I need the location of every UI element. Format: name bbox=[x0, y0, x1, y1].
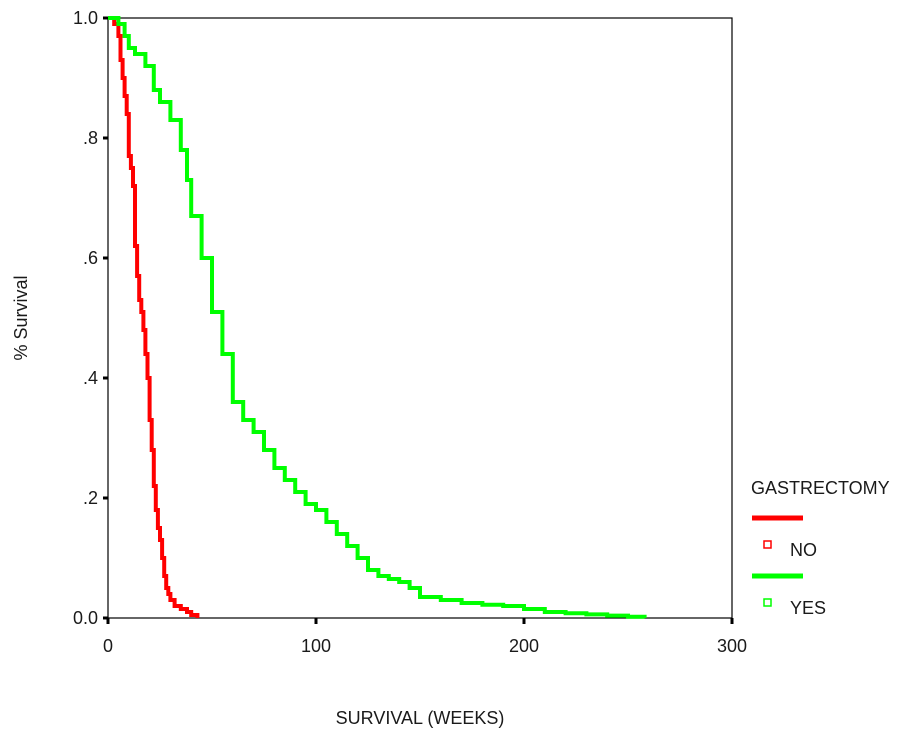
series-line-no bbox=[108, 16, 200, 618]
legend: GASTRECTOMY NO YES bbox=[751, 478, 890, 618]
x-tick-label: 100 bbox=[301, 636, 331, 656]
legend-marker-yes bbox=[763, 598, 772, 607]
series-line-yes bbox=[108, 16, 647, 619]
y-tick-label: .4 bbox=[83, 368, 98, 388]
x-tick-label: 300 bbox=[717, 636, 747, 656]
y-tick-label: 0.0 bbox=[73, 608, 98, 628]
y-tick-label: .8 bbox=[83, 128, 98, 148]
y-tick-label: 1.0 bbox=[73, 8, 98, 28]
y-tick-label: .6 bbox=[83, 248, 98, 268]
x-axis-label: SURVIVAL (WEEKS) bbox=[336, 708, 505, 728]
x-tick-label: 200 bbox=[509, 636, 539, 656]
y-tick-label: .2 bbox=[83, 488, 98, 508]
legend-title: GASTRECTOMY bbox=[751, 478, 890, 498]
legend-marker-no bbox=[763, 540, 772, 549]
axis-ticks: 0 100 200 300 0.0 .2 .4 .6 .8 1.0 bbox=[73, 8, 747, 656]
legend-label-no: NO bbox=[790, 540, 817, 560]
plot-frame bbox=[107, 17, 733, 619]
series-layer bbox=[108, 16, 647, 619]
y-axis-label: % Survival bbox=[11, 275, 31, 360]
x-tick-label: 0 bbox=[103, 636, 113, 656]
legend-label-yes: YES bbox=[790, 598, 826, 618]
